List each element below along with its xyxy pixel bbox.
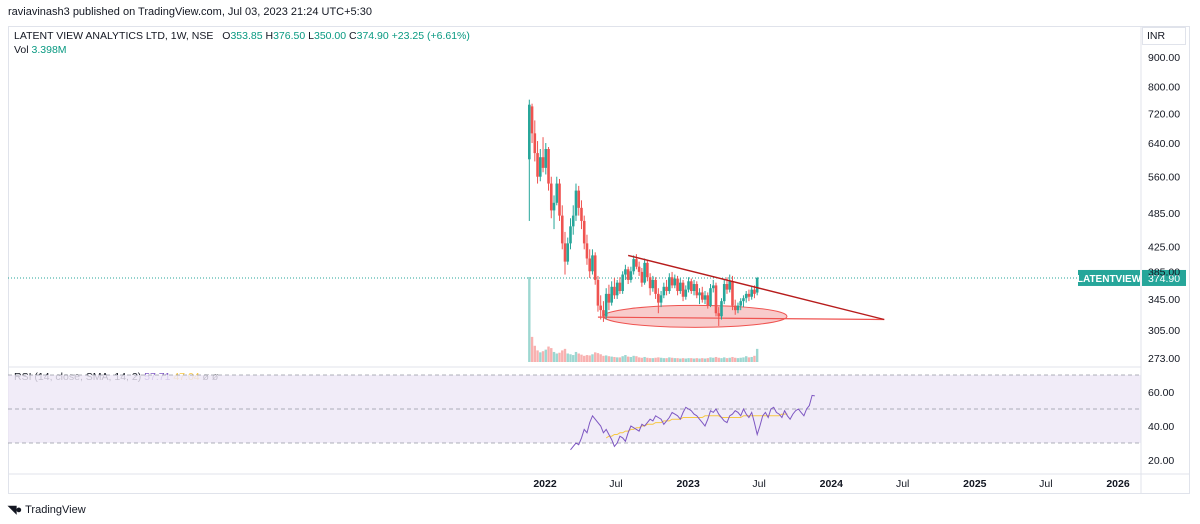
rsi-sma-value: 47.04 (173, 371, 200, 383)
symbol-title: LATENT VIEW ANALYTICS LTD, 1W, NSE (14, 30, 214, 42)
rsi-extra-1: ø (202, 371, 209, 383)
low-value: 350.00 (313, 30, 347, 42)
change-value: +23.25 (+6.61%) (391, 30, 470, 42)
high-value: 376.50 (273, 30, 306, 42)
rsi-extra-2: ø (211, 371, 219, 383)
close-value: 374.90 (356, 30, 389, 42)
high-label: H (265, 30, 274, 42)
open-value: 353.85 (230, 30, 263, 42)
tradingview-logo-icon: ◥● (8, 504, 22, 516)
volume-value: 3.398M (31, 44, 67, 56)
open-label: O (222, 30, 231, 42)
rsi-legend: RSI (14, close, SMA, 14, 2) 57.71 47.04 … (14, 371, 218, 383)
rsi-value: 57.71 (144, 371, 171, 383)
currency-label[interactable]: INR (1142, 27, 1186, 45)
symbol-legend: LATENT VIEW ANALYTICS LTD, 1W, NSE O353.… (14, 30, 470, 42)
published-line: raviavinash3 published on TradingView.co… (8, 6, 372, 18)
rsi-title: RSI (14, close, SMA, 14, 2) (14, 371, 142, 383)
tradingview-brand: TradingView (25, 503, 86, 516)
low-label: L (308, 30, 314, 42)
volume-legend: Vol 3.398M (14, 44, 67, 56)
close-label: C (349, 30, 357, 42)
tradingview-logo[interactable]: ◥● TradingView (8, 503, 86, 517)
chart-frame (8, 26, 1190, 494)
volume-label: Vol (14, 44, 29, 56)
